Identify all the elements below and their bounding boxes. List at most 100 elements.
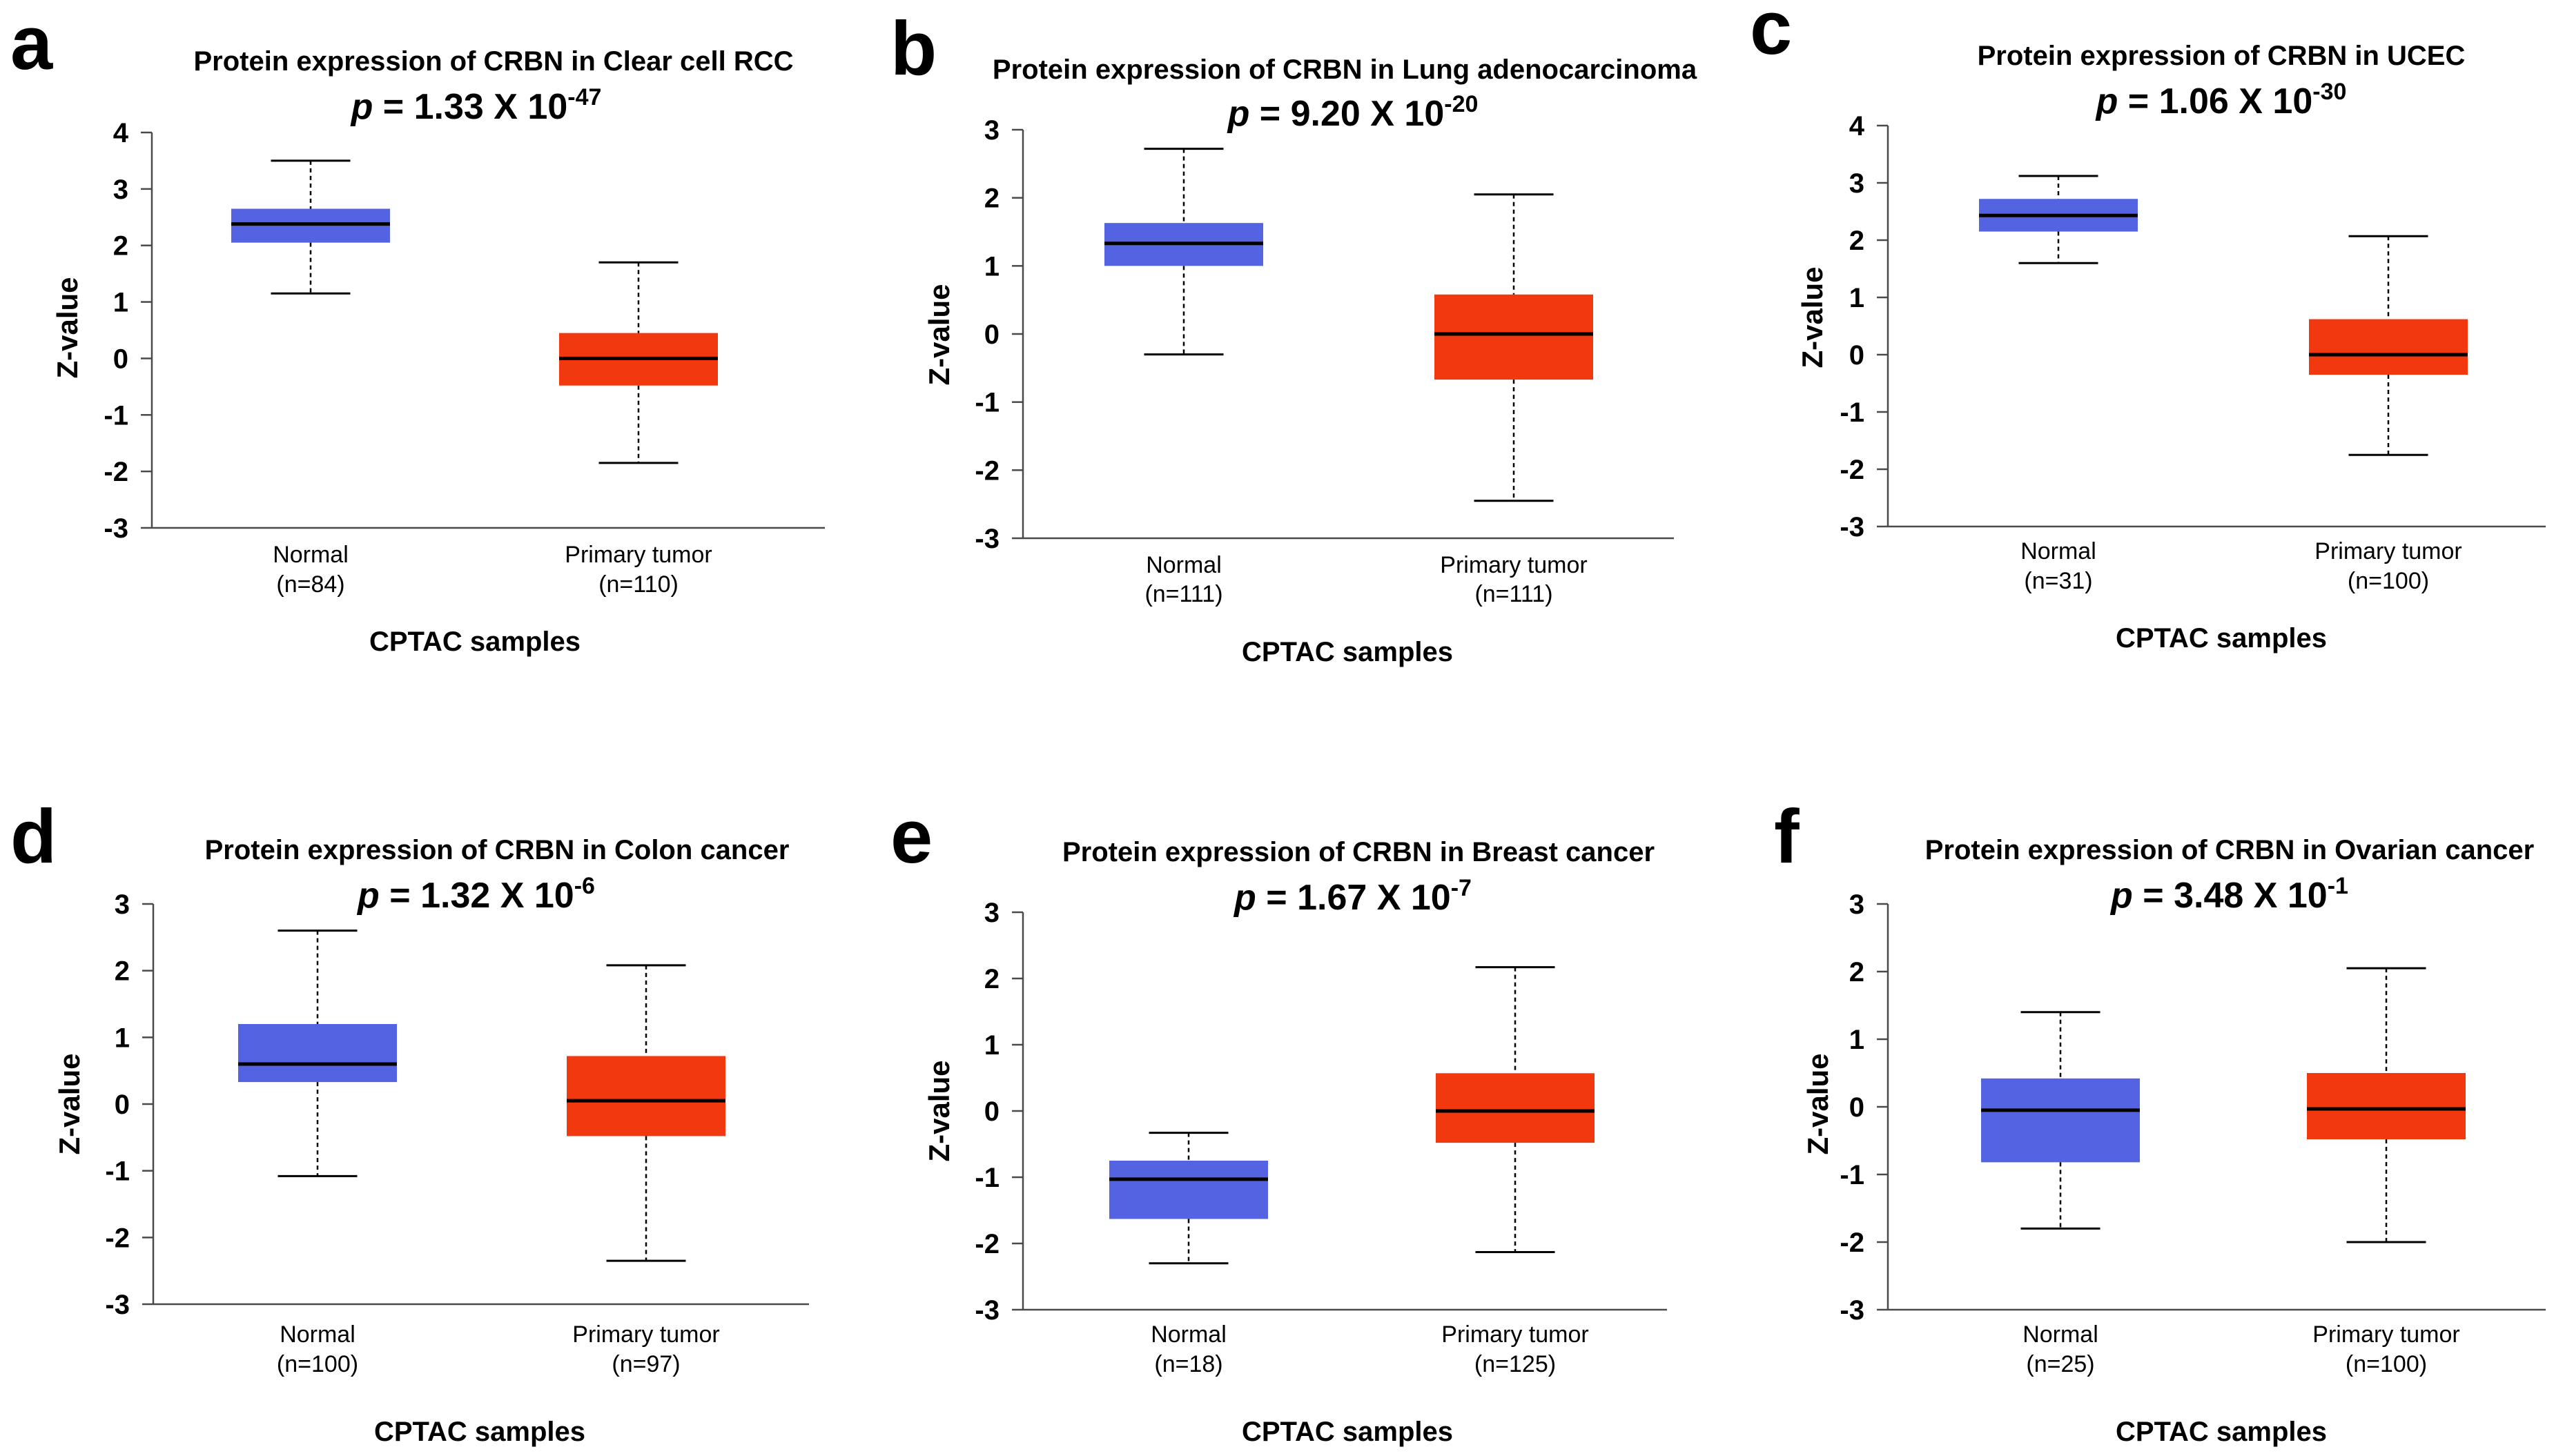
iqr-box [2309, 319, 2468, 375]
p-value-symbol: p [356, 876, 380, 916]
sample-count-label: (n=25) [2026, 1351, 2094, 1377]
chart-title: Protein expression of CRBN in Breast can… [1062, 837, 1655, 867]
category-label: Primary tumor [1441, 1321, 1588, 1348]
y-tick-label: 3 [1849, 168, 1864, 199]
y-tick-label: -3 [975, 1295, 1000, 1326]
sample-count-label: (n=100) [2346, 1351, 2427, 1377]
chart-title: Protein expression of CRBN in Ovarian ca… [1925, 835, 2534, 865]
p-value: p = 1.33 X 10-47 [350, 84, 602, 127]
p-value-base: 1.32 X 10 [420, 876, 574, 916]
p-value-exponent: -6 [574, 873, 595, 899]
box-primary-tumor [2307, 967, 2466, 1243]
y-tick-label: 2 [984, 184, 1000, 214]
y-tick-label: -2 [1840, 1228, 1864, 1258]
p-value-equals: = [1256, 878, 1297, 918]
y-tick-label: 1 [1849, 1025, 1864, 1055]
y-tick-label: 2 [113, 231, 128, 262]
y-tick-label: 1 [984, 251, 1000, 282]
y-tick-label: 2 [984, 964, 1000, 994]
y-axis-label: Z-value [53, 1053, 86, 1154]
y-tick-label: 1 [115, 1023, 130, 1053]
y-tick-label: 0 [984, 1096, 1000, 1127]
p-value-symbol: p [1227, 94, 1250, 134]
chart-title: Protein expression of CRBN in UCEC [1978, 41, 2466, 71]
y-tick-label: -3 [975, 524, 1000, 554]
iqr-box [238, 1024, 397, 1083]
category-label: Normal [1151, 1321, 1227, 1348]
box-normal [1104, 148, 1263, 356]
box-normal [238, 929, 397, 1177]
category-label: Primary tumor [2314, 538, 2462, 564]
box-primary-tumor [567, 964, 725, 1262]
p-value-symbol: p [2095, 81, 2118, 121]
y-tick-label: 2 [115, 956, 130, 987]
chart-panel-a: a Protein expression of CRBN in Clear cel… [10, 1, 825, 657]
sample-count-label: (n=110) [598, 571, 679, 598]
category-label: Primary tumor [1440, 552, 1587, 578]
panel-letter: f [1774, 794, 1800, 879]
category-label: Normal [2020, 538, 2096, 564]
y-tick-label: -2 [975, 455, 1000, 486]
x-axis-label: CPTAC samples [2116, 623, 2327, 653]
p-value-base: 9.20 X 10 [1291, 94, 1445, 134]
iqr-box [1109, 1161, 1268, 1219]
chart-title: Protein expression of CRBN in Lung adeno… [993, 55, 1697, 85]
y-tick-label: -1 [105, 1157, 130, 1187]
p-value-exponent: -47 [567, 84, 601, 110]
category-label: Normal [273, 542, 349, 568]
y-tick-label: 3 [113, 175, 128, 205]
iqr-box [1436, 1073, 1595, 1143]
category-label: Primary tumor [565, 542, 712, 568]
y-tick-label: -1 [1840, 1160, 1864, 1190]
p-value-exponent: -20 [1444, 91, 1478, 117]
p-value-base: 1.33 X 10 [414, 87, 568, 127]
chart-panel-c: c Protein expression of CRBN in UCEC p = 1… [1750, 0, 2546, 653]
y-tick-label: 0 [113, 344, 128, 374]
x-axis-label: CPTAC samples [1242, 1417, 1453, 1447]
y-axis-label: Z-value [1802, 1053, 1834, 1154]
y-tick-label: 3 [115, 889, 130, 920]
sample-count-label: (n=111) [1144, 581, 1222, 607]
panel-letter: c [1750, 0, 1792, 70]
chart-panel-b: b Protein expression of CRBN in Lung aden… [890, 6, 1697, 667]
p-value-symbol: p [1233, 878, 1256, 918]
sample-count-label: (n=97) [612, 1351, 680, 1377]
y-tick-label: -2 [1840, 455, 1864, 485]
y-tick-label: -1 [1840, 397, 1864, 428]
p-value: p = 1.67 X 10-7 [1233, 875, 1472, 918]
x-axis-label: CPTAC samples [369, 627, 581, 657]
p-value-base: 1.06 X 10 [2159, 81, 2313, 121]
y-axis-label: Z-value [1796, 266, 1829, 368]
y-tick-label: 0 [1849, 1092, 1864, 1123]
box-normal [231, 159, 390, 295]
y-tick-label: 4 [113, 118, 129, 148]
sample-count-label: (n=100) [2348, 568, 2429, 594]
box-primary-tumor [1436, 966, 1595, 1253]
y-tick-label: 0 [984, 319, 1000, 350]
y-tick-label: 1 [113, 288, 128, 318]
p-value-base: 3.48 X 10 [2174, 876, 2328, 916]
chart-panel-d: d Protein expression of CRBN in Colon can… [10, 794, 809, 1447]
p-value-exponent: -30 [2312, 79, 2346, 105]
p-value: p = 1.32 X 10-6 [356, 873, 595, 916]
panel-letter: a [10, 1, 53, 86]
y-tick-label: -1 [975, 388, 1000, 418]
p-value-equals: = [380, 876, 420, 916]
category-label: Normal [280, 1321, 355, 1348]
p-value-base: 1.67 X 10 [1297, 878, 1451, 918]
y-tick-label: -2 [975, 1229, 1000, 1259]
y-tick-label: -3 [1840, 512, 1864, 542]
box-normal [1109, 1132, 1268, 1265]
panel-letter: e [890, 794, 933, 879]
x-axis-label: CPTAC samples [2116, 1417, 2327, 1447]
category-label: Primary tumor [572, 1321, 719, 1348]
y-tick-label: 1 [984, 1030, 1000, 1061]
y-axis-label: Z-value [923, 1060, 955, 1161]
y-tick-label: 2 [1849, 957, 1864, 987]
y-tick-label: 1 [1849, 283, 1864, 313]
y-axis-label: Z-value [923, 284, 955, 385]
y-tick-label: 3 [984, 115, 1000, 146]
panel-letter: d [10, 794, 57, 879]
sample-count-label: (n=111) [1474, 581, 1552, 607]
